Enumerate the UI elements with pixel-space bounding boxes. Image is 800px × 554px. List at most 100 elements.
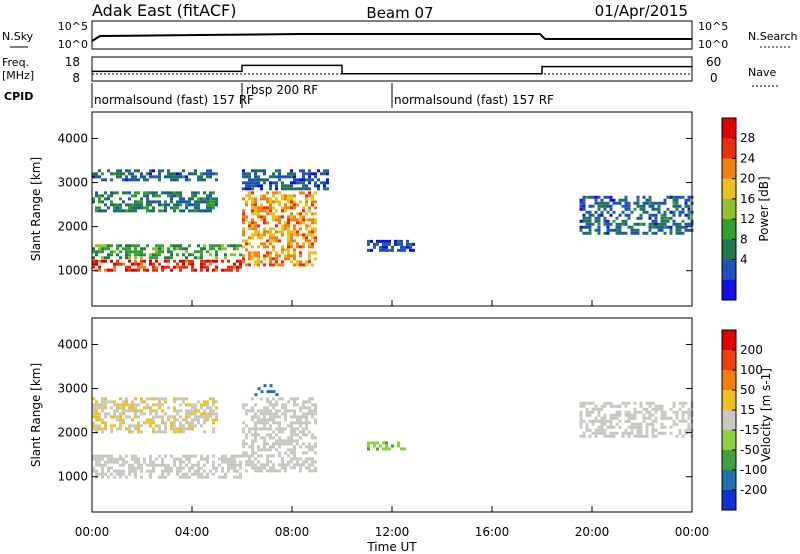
range-gate bbox=[293, 218, 296, 222]
range-gate bbox=[137, 421, 140, 425]
range-gate bbox=[200, 412, 203, 416]
range-gate bbox=[245, 172, 248, 176]
range-gate bbox=[308, 397, 311, 401]
range-gate bbox=[98, 265, 101, 269]
range-gate bbox=[296, 181, 299, 185]
range-gate bbox=[110, 454, 113, 458]
range-gate bbox=[302, 233, 305, 237]
range-gate bbox=[182, 197, 185, 201]
range-gate bbox=[152, 409, 155, 413]
range-gate bbox=[600, 431, 604, 435]
range-gate bbox=[633, 416, 637, 420]
range-gate bbox=[597, 428, 601, 432]
range-gate bbox=[373, 242, 376, 246]
range-gate bbox=[182, 418, 185, 422]
range-gate bbox=[609, 413, 613, 417]
range-gate bbox=[149, 457, 152, 461]
range-gate bbox=[403, 245, 406, 249]
range-gate bbox=[323, 169, 326, 173]
range-gate bbox=[134, 203, 137, 207]
range-gate bbox=[585, 413, 589, 417]
range-gate bbox=[170, 178, 173, 182]
range-gate bbox=[176, 397, 179, 401]
range-gate bbox=[260, 203, 263, 207]
range-gate bbox=[215, 244, 218, 248]
range-gate bbox=[269, 436, 272, 440]
range-gate bbox=[137, 424, 140, 428]
range-gate bbox=[206, 206, 209, 210]
range-gate bbox=[197, 250, 200, 254]
range-gate bbox=[293, 409, 296, 413]
range-gate bbox=[101, 406, 104, 410]
range-gate bbox=[179, 244, 182, 248]
range-gate bbox=[308, 239, 311, 243]
range-gate bbox=[110, 424, 113, 428]
range-gate bbox=[651, 431, 655, 435]
y-tick-label: 4000 bbox=[57, 131, 88, 145]
range-gate bbox=[275, 239, 278, 243]
range-gate bbox=[152, 466, 155, 470]
range-gate bbox=[251, 191, 254, 195]
range-gate bbox=[191, 427, 194, 431]
cpid-segment-1: normalsound (fast) 157 RF bbox=[94, 93, 254, 107]
range-gate bbox=[239, 253, 242, 257]
range-gate bbox=[197, 463, 200, 467]
range-gate bbox=[203, 469, 206, 473]
range-gate bbox=[275, 224, 278, 228]
range-gate bbox=[194, 409, 197, 413]
range-gate bbox=[200, 466, 203, 470]
range-gate bbox=[173, 415, 176, 419]
colorbar-tick-label: -100 bbox=[740, 463, 767, 477]
range-gate bbox=[164, 259, 167, 263]
range-gate bbox=[314, 451, 317, 455]
range-gate bbox=[287, 460, 290, 464]
range-gate bbox=[107, 454, 110, 458]
range-gate bbox=[155, 265, 158, 269]
range-gate bbox=[639, 422, 643, 426]
range-gate bbox=[260, 187, 263, 191]
range-gate bbox=[314, 230, 317, 234]
range-gate bbox=[269, 181, 272, 185]
colorbar-tick-label: 12 bbox=[740, 212, 755, 226]
range-gate bbox=[388, 242, 391, 246]
range-gate bbox=[251, 209, 254, 213]
range-gate bbox=[134, 256, 137, 260]
range-gate bbox=[609, 404, 613, 408]
range-gate bbox=[600, 213, 604, 217]
range-gate bbox=[257, 427, 260, 431]
range-gate bbox=[582, 219, 586, 223]
range-gate bbox=[639, 222, 643, 226]
range-gate bbox=[263, 409, 266, 413]
range-gate bbox=[287, 242, 290, 246]
range-gate bbox=[119, 472, 122, 476]
range-gate bbox=[367, 444, 370, 448]
range-gate bbox=[143, 265, 146, 269]
range-gate bbox=[101, 463, 104, 467]
range-gate bbox=[308, 230, 311, 234]
range-gate bbox=[107, 244, 110, 248]
range-gate bbox=[221, 466, 224, 470]
range-gate bbox=[146, 463, 149, 467]
range-gate bbox=[122, 403, 125, 407]
range-gate bbox=[242, 239, 245, 243]
range-gate bbox=[161, 244, 164, 248]
range-gate bbox=[188, 475, 191, 479]
range-gate bbox=[627, 410, 631, 414]
range-gate bbox=[299, 221, 302, 225]
range-gate bbox=[200, 209, 203, 213]
range-gate bbox=[579, 198, 583, 202]
range-gate bbox=[101, 250, 104, 254]
range-gate bbox=[612, 219, 616, 223]
range-gate bbox=[128, 253, 131, 257]
range-gate bbox=[278, 439, 281, 443]
range-gate bbox=[660, 407, 664, 411]
range-gate bbox=[170, 415, 173, 419]
range-gate bbox=[194, 412, 197, 416]
range-gate bbox=[128, 265, 131, 269]
range-gate bbox=[305, 200, 308, 204]
range-gate bbox=[251, 466, 254, 470]
range-gate bbox=[263, 172, 266, 176]
range-gate bbox=[104, 256, 107, 260]
range-gate bbox=[684, 431, 688, 435]
